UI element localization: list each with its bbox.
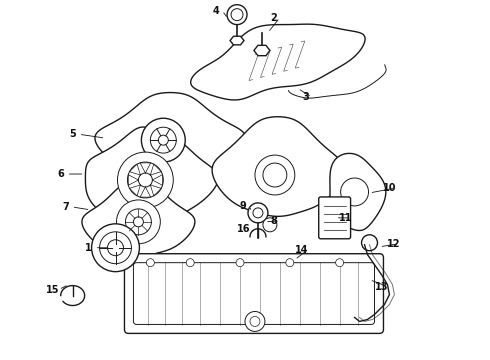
Text: 5: 5 — [69, 129, 76, 139]
Text: 9: 9 — [240, 201, 246, 211]
Text: 6: 6 — [57, 169, 64, 179]
Text: 11: 11 — [339, 213, 352, 223]
Text: 14: 14 — [295, 245, 309, 255]
Text: 12: 12 — [387, 239, 400, 249]
Circle shape — [336, 259, 343, 267]
Circle shape — [263, 218, 277, 232]
FancyBboxPatch shape — [318, 197, 350, 239]
Text: 7: 7 — [62, 202, 69, 212]
Circle shape — [255, 155, 295, 195]
Polygon shape — [212, 117, 343, 216]
Circle shape — [147, 259, 154, 267]
Polygon shape — [191, 24, 365, 100]
Text: 3: 3 — [302, 92, 309, 102]
Text: 2: 2 — [270, 13, 277, 23]
Circle shape — [248, 203, 268, 223]
Circle shape — [245, 311, 265, 332]
Circle shape — [118, 152, 173, 208]
Circle shape — [236, 259, 244, 267]
Text: 13: 13 — [375, 282, 388, 292]
Text: 1: 1 — [85, 243, 92, 253]
Circle shape — [227, 5, 247, 24]
Polygon shape — [230, 36, 244, 45]
FancyBboxPatch shape — [124, 254, 384, 333]
Polygon shape — [254, 45, 270, 56]
Polygon shape — [330, 153, 386, 230]
Text: 16: 16 — [237, 224, 251, 234]
Circle shape — [142, 118, 185, 162]
Text: 10: 10 — [383, 183, 396, 193]
Circle shape — [92, 224, 140, 272]
Polygon shape — [85, 127, 218, 220]
Polygon shape — [95, 93, 245, 176]
Circle shape — [286, 259, 294, 267]
Text: 4: 4 — [213, 6, 220, 15]
Polygon shape — [82, 181, 195, 257]
Text: 8: 8 — [270, 216, 277, 226]
Circle shape — [117, 200, 160, 244]
Circle shape — [186, 259, 194, 267]
Text: 15: 15 — [46, 284, 59, 294]
